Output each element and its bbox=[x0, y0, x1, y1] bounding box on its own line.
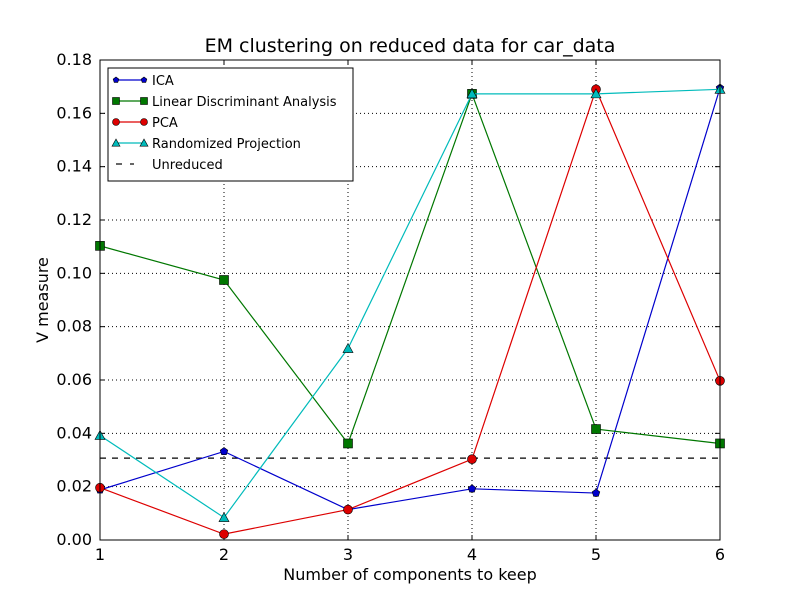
series-line-randomized-projection bbox=[99, 88, 721, 519]
y-tick-label: 0.04 bbox=[56, 423, 92, 442]
x-tick-label: 2 bbox=[219, 545, 229, 564]
chart-title: EM clustering on reduced data for car_da… bbox=[205, 35, 616, 57]
y-tick-label: 0.06 bbox=[56, 370, 92, 389]
y-tick-label: 0.10 bbox=[56, 263, 92, 282]
legend-marker bbox=[112, 76, 120, 83]
y-tick-label: 0.08 bbox=[56, 317, 92, 336]
legend: ICA Linear Discriminant Analysis PCA Random… bbox=[107, 67, 354, 182]
legend-marker bbox=[140, 76, 148, 83]
y-axis-ticks: 0.00 0.02 0.04 0.06 0.08 0.10 0.12 0.14 0.16 0.18 bbox=[56, 50, 92, 549]
legend-box bbox=[107, 67, 354, 182]
data-point-pca bbox=[343, 504, 353, 515]
legend-marker bbox=[112, 97, 120, 105]
y-tick-label: 0.12 bbox=[56, 210, 92, 229]
x-axis-ticks: 1 2 3 4 5 6 bbox=[95, 545, 725, 564]
legend-label: Linear Discriminant Analysis bbox=[152, 95, 337, 110]
legend-item-linear-discriminant-analysis: Linear Discriminant Analysis bbox=[112, 95, 337, 110]
legend-marker bbox=[139, 138, 149, 147]
legend-label: Randomized Projection bbox=[152, 137, 301, 152]
legend-label: Unreduced bbox=[152, 158, 223, 173]
legend-marker bbox=[140, 118, 148, 126]
data-point-randomized-projection bbox=[342, 342, 354, 353]
x-tick-label: 3 bbox=[343, 545, 353, 564]
y-tick-label: 0.18 bbox=[56, 50, 92, 69]
y-tick-label: 0.16 bbox=[56, 103, 92, 122]
legend-marker bbox=[112, 118, 120, 126]
y-tick-label: 0.14 bbox=[56, 157, 92, 176]
data-point-ica bbox=[219, 447, 229, 456]
legend-label: PCA bbox=[152, 116, 178, 131]
data-point-ica bbox=[591, 488, 601, 497]
x-axis-label: Number of components to keep bbox=[283, 565, 537, 584]
x-tick-label: 1 bbox=[95, 545, 105, 564]
legend-marker bbox=[140, 97, 148, 105]
y-axis-label: V measure bbox=[33, 257, 52, 343]
legend-item-ica: ICA bbox=[112, 74, 174, 89]
data-point-randomized-projection bbox=[466, 88, 478, 99]
y-tick-label: 0.00 bbox=[56, 530, 92, 549]
data-point-ica bbox=[467, 484, 477, 493]
x-tick-label: 5 bbox=[591, 545, 601, 564]
series-line-pca bbox=[99, 87, 721, 535]
data-point-linear-discriminant-analysis bbox=[219, 275, 229, 285]
data-point-linear-discriminant-analysis bbox=[591, 424, 601, 434]
legend-label: ICA bbox=[152, 74, 174, 89]
x-tick-label: 6 bbox=[715, 545, 725, 564]
series-line-linear-discriminant-analysis bbox=[99, 92, 721, 445]
series-line-ica bbox=[99, 87, 721, 511]
legend-item-unreduced: Unreduced bbox=[116, 158, 223, 173]
data-point-randomized-projection bbox=[218, 511, 230, 522]
data-point-pca bbox=[467, 454, 477, 465]
data-point-pca bbox=[219, 529, 229, 539]
legend-item-randomized-projection: Randomized Projection bbox=[111, 137, 301, 152]
axes-frame bbox=[99, 59, 721, 541]
data-point-randomized-projection bbox=[590, 88, 602, 99]
legend-marker bbox=[111, 138, 121, 147]
legend-item-pca: PCA bbox=[112, 116, 178, 131]
x-tick-label: 4 bbox=[467, 545, 477, 564]
y-tick-label: 0.02 bbox=[56, 477, 92, 496]
data-point-linear-discriminant-analysis bbox=[343, 438, 353, 449]
